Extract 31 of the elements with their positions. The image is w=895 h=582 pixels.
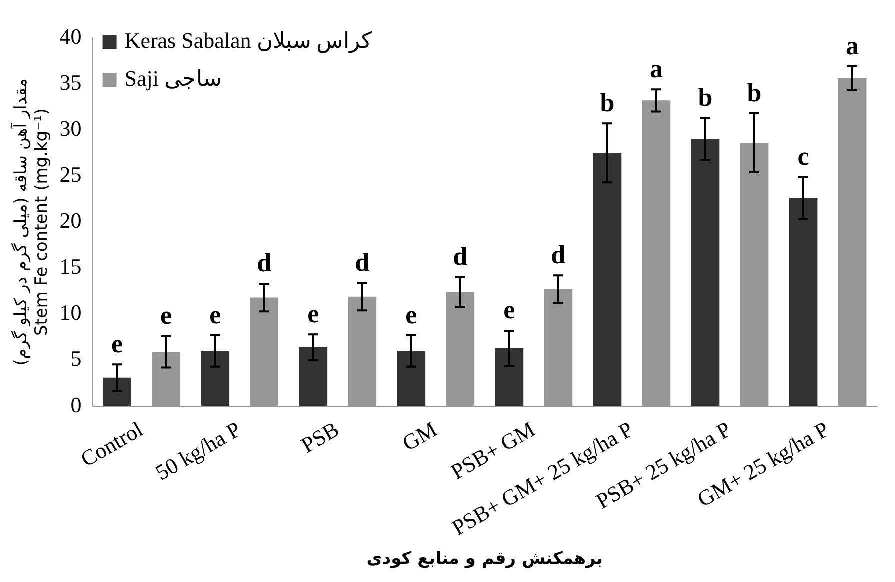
data-label: a bbox=[846, 31, 859, 60]
data-label: e bbox=[406, 300, 418, 330]
y-tick-label: 15 bbox=[60, 254, 82, 280]
data-label: d bbox=[551, 240, 566, 270]
x-tick-label: 50 kg/ha P bbox=[151, 416, 246, 486]
y-tick-label: 35 bbox=[60, 70, 82, 95]
data-label: d bbox=[257, 248, 272, 278]
data-label: d bbox=[453, 242, 468, 272]
y-tick-label: 25 bbox=[60, 162, 82, 187]
legend-label: Saji ساجی bbox=[124, 66, 222, 91]
x-tick-label: GM bbox=[398, 416, 442, 456]
data-label: e bbox=[504, 296, 516, 325]
y-tick-label: 30 bbox=[60, 116, 82, 141]
data-label: d bbox=[355, 248, 370, 277]
y-tick-label: 40 bbox=[60, 24, 82, 49]
y-tick-label: 10 bbox=[60, 300, 82, 326]
data-label: e bbox=[308, 299, 320, 328]
data-label: b bbox=[600, 88, 615, 118]
data-label: b bbox=[698, 82, 713, 112]
y-tick-label: 5 bbox=[70, 346, 82, 372]
data-label: c bbox=[798, 142, 810, 171]
legend-label: Keras Sabalan کراس سبلان bbox=[124, 28, 372, 54]
x-axis-title: برهمکنش رقم و منابع کودی bbox=[366, 549, 603, 570]
x-tick-label: PSB bbox=[296, 416, 344, 458]
data-label: e bbox=[112, 329, 124, 358]
data-label: e bbox=[210, 300, 222, 330]
y-tick-label: 20 bbox=[60, 208, 82, 234]
data-label: b bbox=[747, 78, 762, 108]
y-tick-label: 0 bbox=[70, 392, 82, 418]
data-label: a bbox=[650, 54, 663, 84]
data-label: e bbox=[160, 301, 172, 330]
